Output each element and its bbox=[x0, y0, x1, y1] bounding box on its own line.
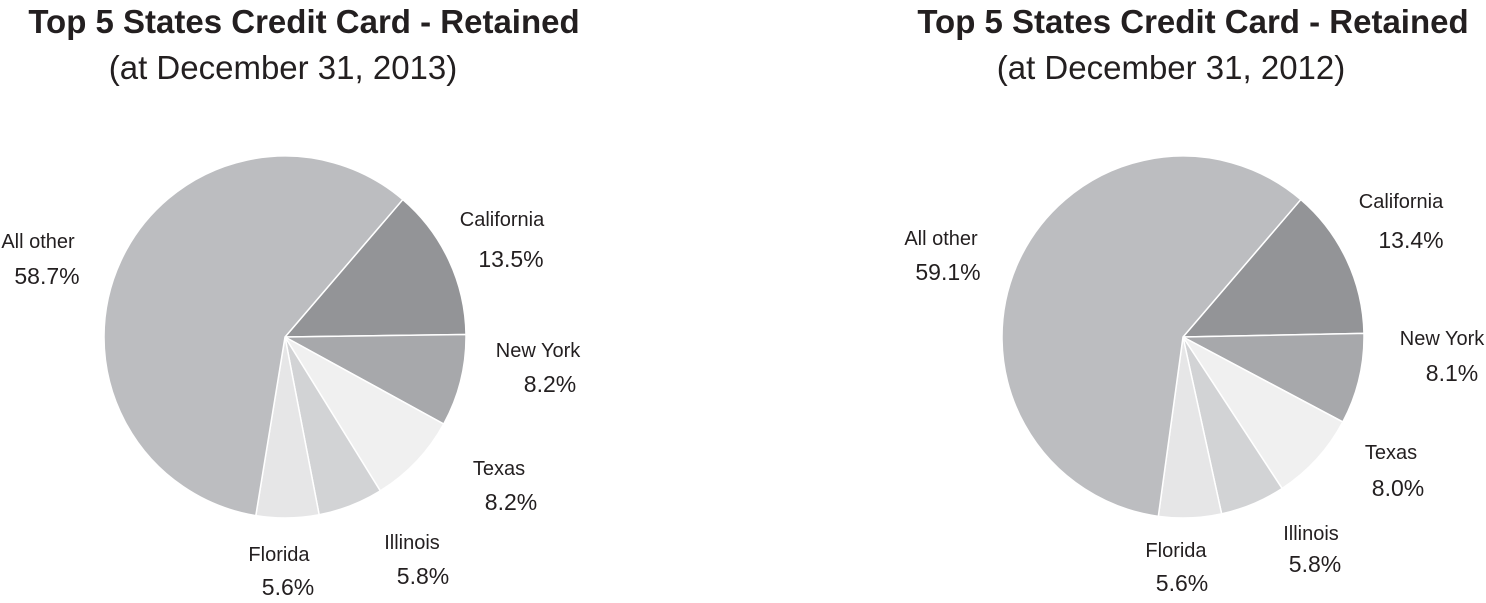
pie-slice-all-other bbox=[1001, 155, 1302, 518]
slice-label-value: 5.6% bbox=[1156, 570, 1208, 596]
slice-label-value: 8.0% bbox=[1372, 475, 1424, 501]
slice-label-illinois: Illinois 5.8% bbox=[384, 532, 449, 589]
chart-title: Top 5 States Credit Card - Retained bbox=[917, 3, 1468, 40]
pie-chart-2012: Top 5 States Credit Card - Retained (at … bbox=[904, 3, 1485, 596]
pie-slice-new-york bbox=[284, 333, 467, 425]
slice-label-value: 13.5% bbox=[478, 246, 543, 272]
pie-slice-all-other bbox=[103, 155, 404, 517]
slice-label-value: 58.7% bbox=[14, 263, 79, 289]
slice-label-name: Illinois bbox=[384, 532, 440, 554]
slice-label-value: 8.1% bbox=[1426, 360, 1478, 386]
slice-label-value: 8.2% bbox=[524, 371, 576, 397]
slice-label-name: Florida bbox=[248, 544, 310, 566]
slice-label-value: 5.8% bbox=[1289, 551, 1341, 577]
pie-slice-new-york bbox=[1182, 332, 1365, 423]
slice-label-florida: Florida 5.6% bbox=[1145, 540, 1208, 596]
slice-label-name: California bbox=[1359, 191, 1444, 213]
slice-label-value: 5.6% bbox=[262, 574, 314, 600]
pie-slice-california bbox=[1182, 198, 1365, 338]
slice-label-illinois: Illinois 5.8% bbox=[1283, 523, 1341, 577]
pie-slices bbox=[103, 155, 467, 519]
slice-label-california: California 13.4% bbox=[1359, 191, 1444, 253]
slice-label-value: 5.8% bbox=[397, 563, 449, 589]
chart-subtitle: (at December 31, 2013) bbox=[109, 49, 458, 86]
pie-slice-texas bbox=[284, 336, 445, 492]
slice-label-name: New York bbox=[1400, 328, 1485, 350]
slice-label-all-other: All other 58.7% bbox=[1, 231, 79, 289]
slice-label-name: All other bbox=[1, 231, 75, 253]
slice-label-texas: Texas 8.0% bbox=[1365, 442, 1424, 501]
pie-chart-2013: Top 5 States Credit Card - Retained (at … bbox=[1, 3, 581, 600]
slice-label-name: Texas bbox=[473, 458, 525, 480]
pie-slices bbox=[1001, 155, 1365, 519]
chart-title: Top 5 States Credit Card - Retained bbox=[28, 3, 579, 40]
slice-label-name: Illinois bbox=[1283, 523, 1339, 545]
slice-label-name: Florida bbox=[1145, 540, 1207, 562]
slice-label-value: 13.4% bbox=[1378, 227, 1443, 253]
chart-subtitle: (at December 31, 2012) bbox=[997, 49, 1346, 86]
slice-label-new-york: New York 8.1% bbox=[1400, 328, 1485, 386]
slice-label-name: Texas bbox=[1365, 442, 1417, 464]
slice-label-california: California 13.5% bbox=[460, 209, 545, 272]
slice-label-florida: Florida 5.6% bbox=[248, 544, 314, 600]
pie-slice-texas bbox=[1182, 336, 1344, 490]
slice-label-name: New York bbox=[496, 340, 581, 362]
pie-slice-california bbox=[284, 198, 467, 338]
slice-label-name: California bbox=[460, 209, 545, 231]
slice-label-value: 8.2% bbox=[485, 489, 537, 515]
slice-label-name: All other bbox=[904, 228, 978, 250]
slice-label-new-york: New York 8.2% bbox=[496, 340, 581, 397]
slice-label-value: 59.1% bbox=[915, 259, 980, 285]
slice-label-texas: Texas 8.2% bbox=[473, 458, 537, 515]
slice-label-all-other: All other 59.1% bbox=[904, 228, 980, 285]
